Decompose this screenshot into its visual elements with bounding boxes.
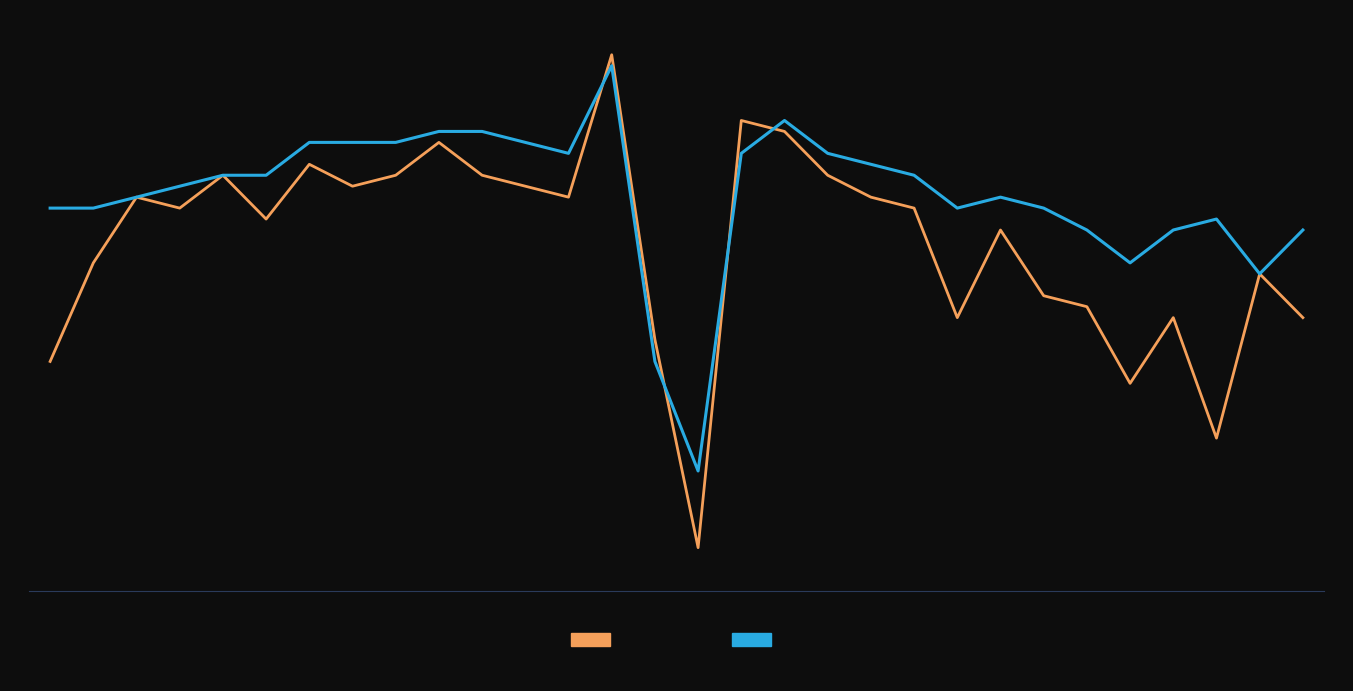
Legend: , : ,	[566, 627, 787, 653]
